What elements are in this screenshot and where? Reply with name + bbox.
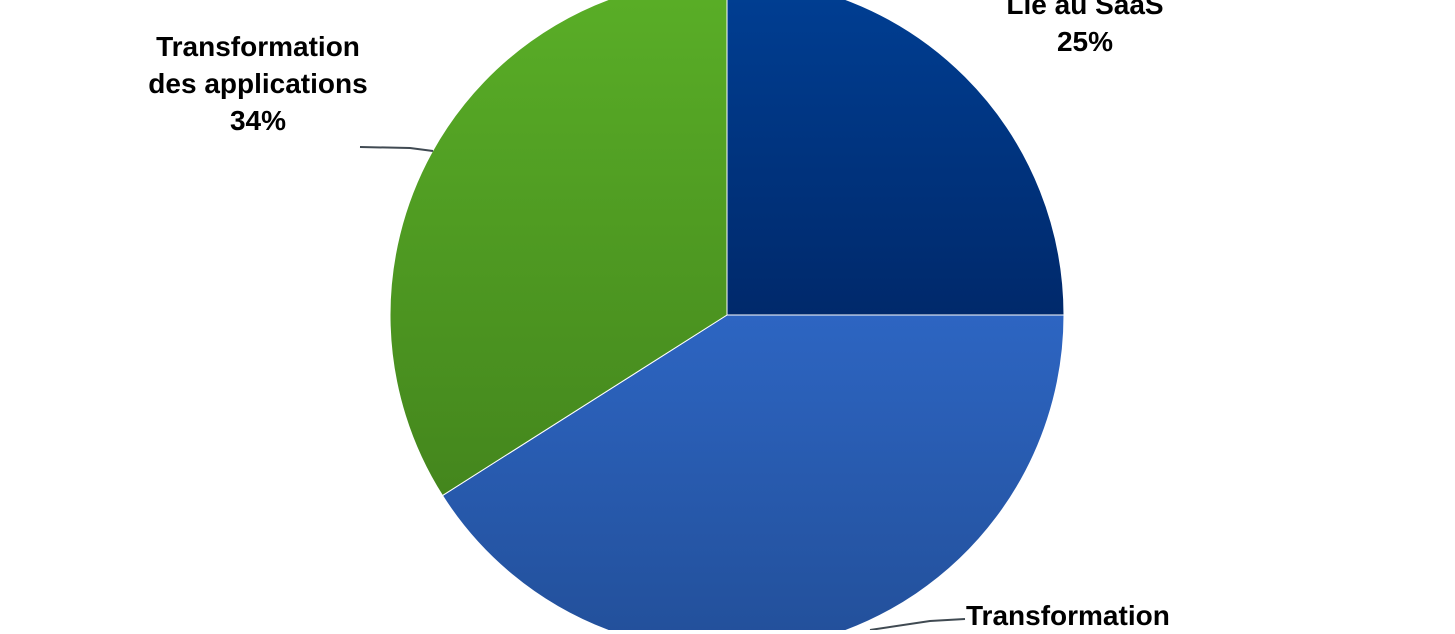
slice-saas — [726, 0, 1065, 316]
label-saas-name: Lié au SaaS — [1006, 0, 1164, 20]
slice-infra — [441, 314, 1065, 630]
label-infra: Transformation — [966, 597, 1216, 634]
label-apps-line1: Transformation — [156, 31, 360, 62]
label-infra-name: Transformation — [966, 600, 1170, 631]
label-apps-percent: 34% — [229, 105, 287, 136]
label-saas: Lié au SaaS 25% — [975, 0, 1195, 60]
label-apps-line2: des applications — [148, 68, 368, 99]
slice-apps — [389, 0, 728, 497]
label-apps: Transformation des applications 34% — [118, 28, 398, 139]
label-saas-percent: 25% — [1056, 26, 1114, 57]
leader-line-infra — [869, 618, 966, 630]
leader-line-apps — [359, 146, 434, 152]
